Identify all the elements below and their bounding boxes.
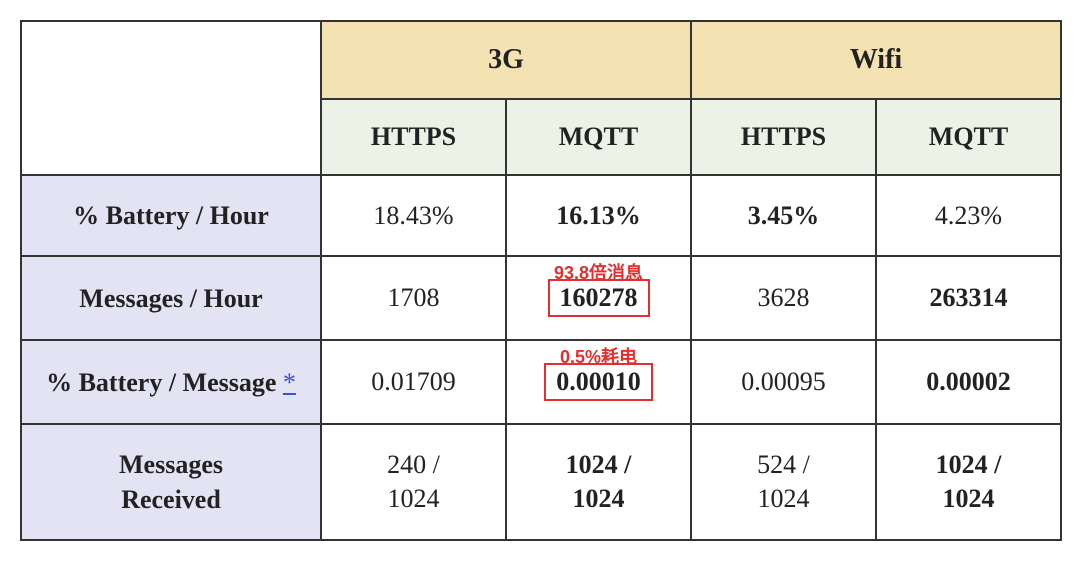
cell-value: 16.13% [556, 201, 641, 231]
data-cell: 0.00002 [876, 340, 1061, 424]
table-row: Messages / Hour 1708 93.8倍消息160278 3628 2633… [21, 256, 1061, 340]
cell-value: 3628 [758, 283, 810, 313]
annotation-label: 93.8倍消息 [554, 259, 643, 285]
data-cell: 0.5%耗电0.00010 [506, 340, 691, 424]
cell-value: 0.00095 [741, 367, 826, 397]
cell-value: 93.8倍消息160278 [548, 279, 650, 317]
row-header: % Battery / Hour [21, 175, 321, 256]
proto-header-3: MQTT [876, 99, 1061, 175]
data-cell: 524 /1024 [691, 424, 876, 540]
cell-value: 4.23% [935, 201, 1002, 231]
cell-value: 18.43% [373, 201, 453, 231]
table-row: % Battery / Message * 0.01709 0.5%耗电0.0001… [21, 340, 1061, 424]
footnote-link[interactable]: * [283, 368, 296, 397]
cell-value: 0.00002 [926, 367, 1011, 397]
data-cell: 240 /1024 [321, 424, 506, 540]
cell-value: 524 /1024 [757, 448, 810, 516]
table-body: % Battery / Hour 18.43% 16.13% 3.45% 4.23% Me… [21, 175, 1061, 540]
proto-header-1: MQTT [506, 99, 691, 175]
cell-value: 3.45% [748, 201, 820, 231]
data-cell: 263314 [876, 256, 1061, 340]
row-header: Messages / Hour [21, 256, 321, 340]
annotation-label: 0.5%耗电 [560, 343, 637, 369]
network-header-3g: 3G [321, 21, 691, 99]
data-cell: 1024 /1024 [876, 424, 1061, 540]
comparison-table-container: 3G Wifi HTTPS MQTT HTTPS MQTT % Battery … [20, 20, 1060, 541]
corner-cell [21, 21, 321, 175]
cell-value: 1708 [388, 283, 440, 313]
data-cell: 3.45% [691, 175, 876, 256]
data-cell: 0.01709 [321, 340, 506, 424]
data-cell: 1024 /1024 [506, 424, 691, 540]
data-cell: 0.00095 [691, 340, 876, 424]
row-header: MessagesReceived [21, 424, 321, 540]
data-cell: 16.13% [506, 175, 691, 256]
cell-value: 1024 /1024 [936, 448, 1002, 516]
cell-value: 1024 /1024 [566, 448, 632, 516]
cell-value: 0.5%耗电0.00010 [544, 363, 653, 401]
cell-value: 240 /1024 [387, 448, 440, 516]
cell-value: 263314 [930, 283, 1008, 313]
data-cell: 18.43% [321, 175, 506, 256]
data-cell: 1708 [321, 256, 506, 340]
cell-value: 0.01709 [371, 367, 456, 397]
proto-header-0: HTTPS [321, 99, 506, 175]
network-header-wifi: Wifi [691, 21, 1061, 99]
proto-header-2: HTTPS [691, 99, 876, 175]
table-row: MessagesReceived 240 /1024 1024 /1024 524 /… [21, 424, 1061, 540]
data-cell: 3628 [691, 256, 876, 340]
data-cell: 93.8倍消息160278 [506, 256, 691, 340]
data-cell: 4.23% [876, 175, 1061, 256]
table-row: % Battery / Hour 18.43% 16.13% 3.45% 4.23% [21, 175, 1061, 256]
network-header-row: 3G Wifi [21, 21, 1061, 99]
comparison-table: 3G Wifi HTTPS MQTT HTTPS MQTT % Battery … [20, 20, 1062, 541]
row-header: % Battery / Message * [21, 340, 321, 424]
